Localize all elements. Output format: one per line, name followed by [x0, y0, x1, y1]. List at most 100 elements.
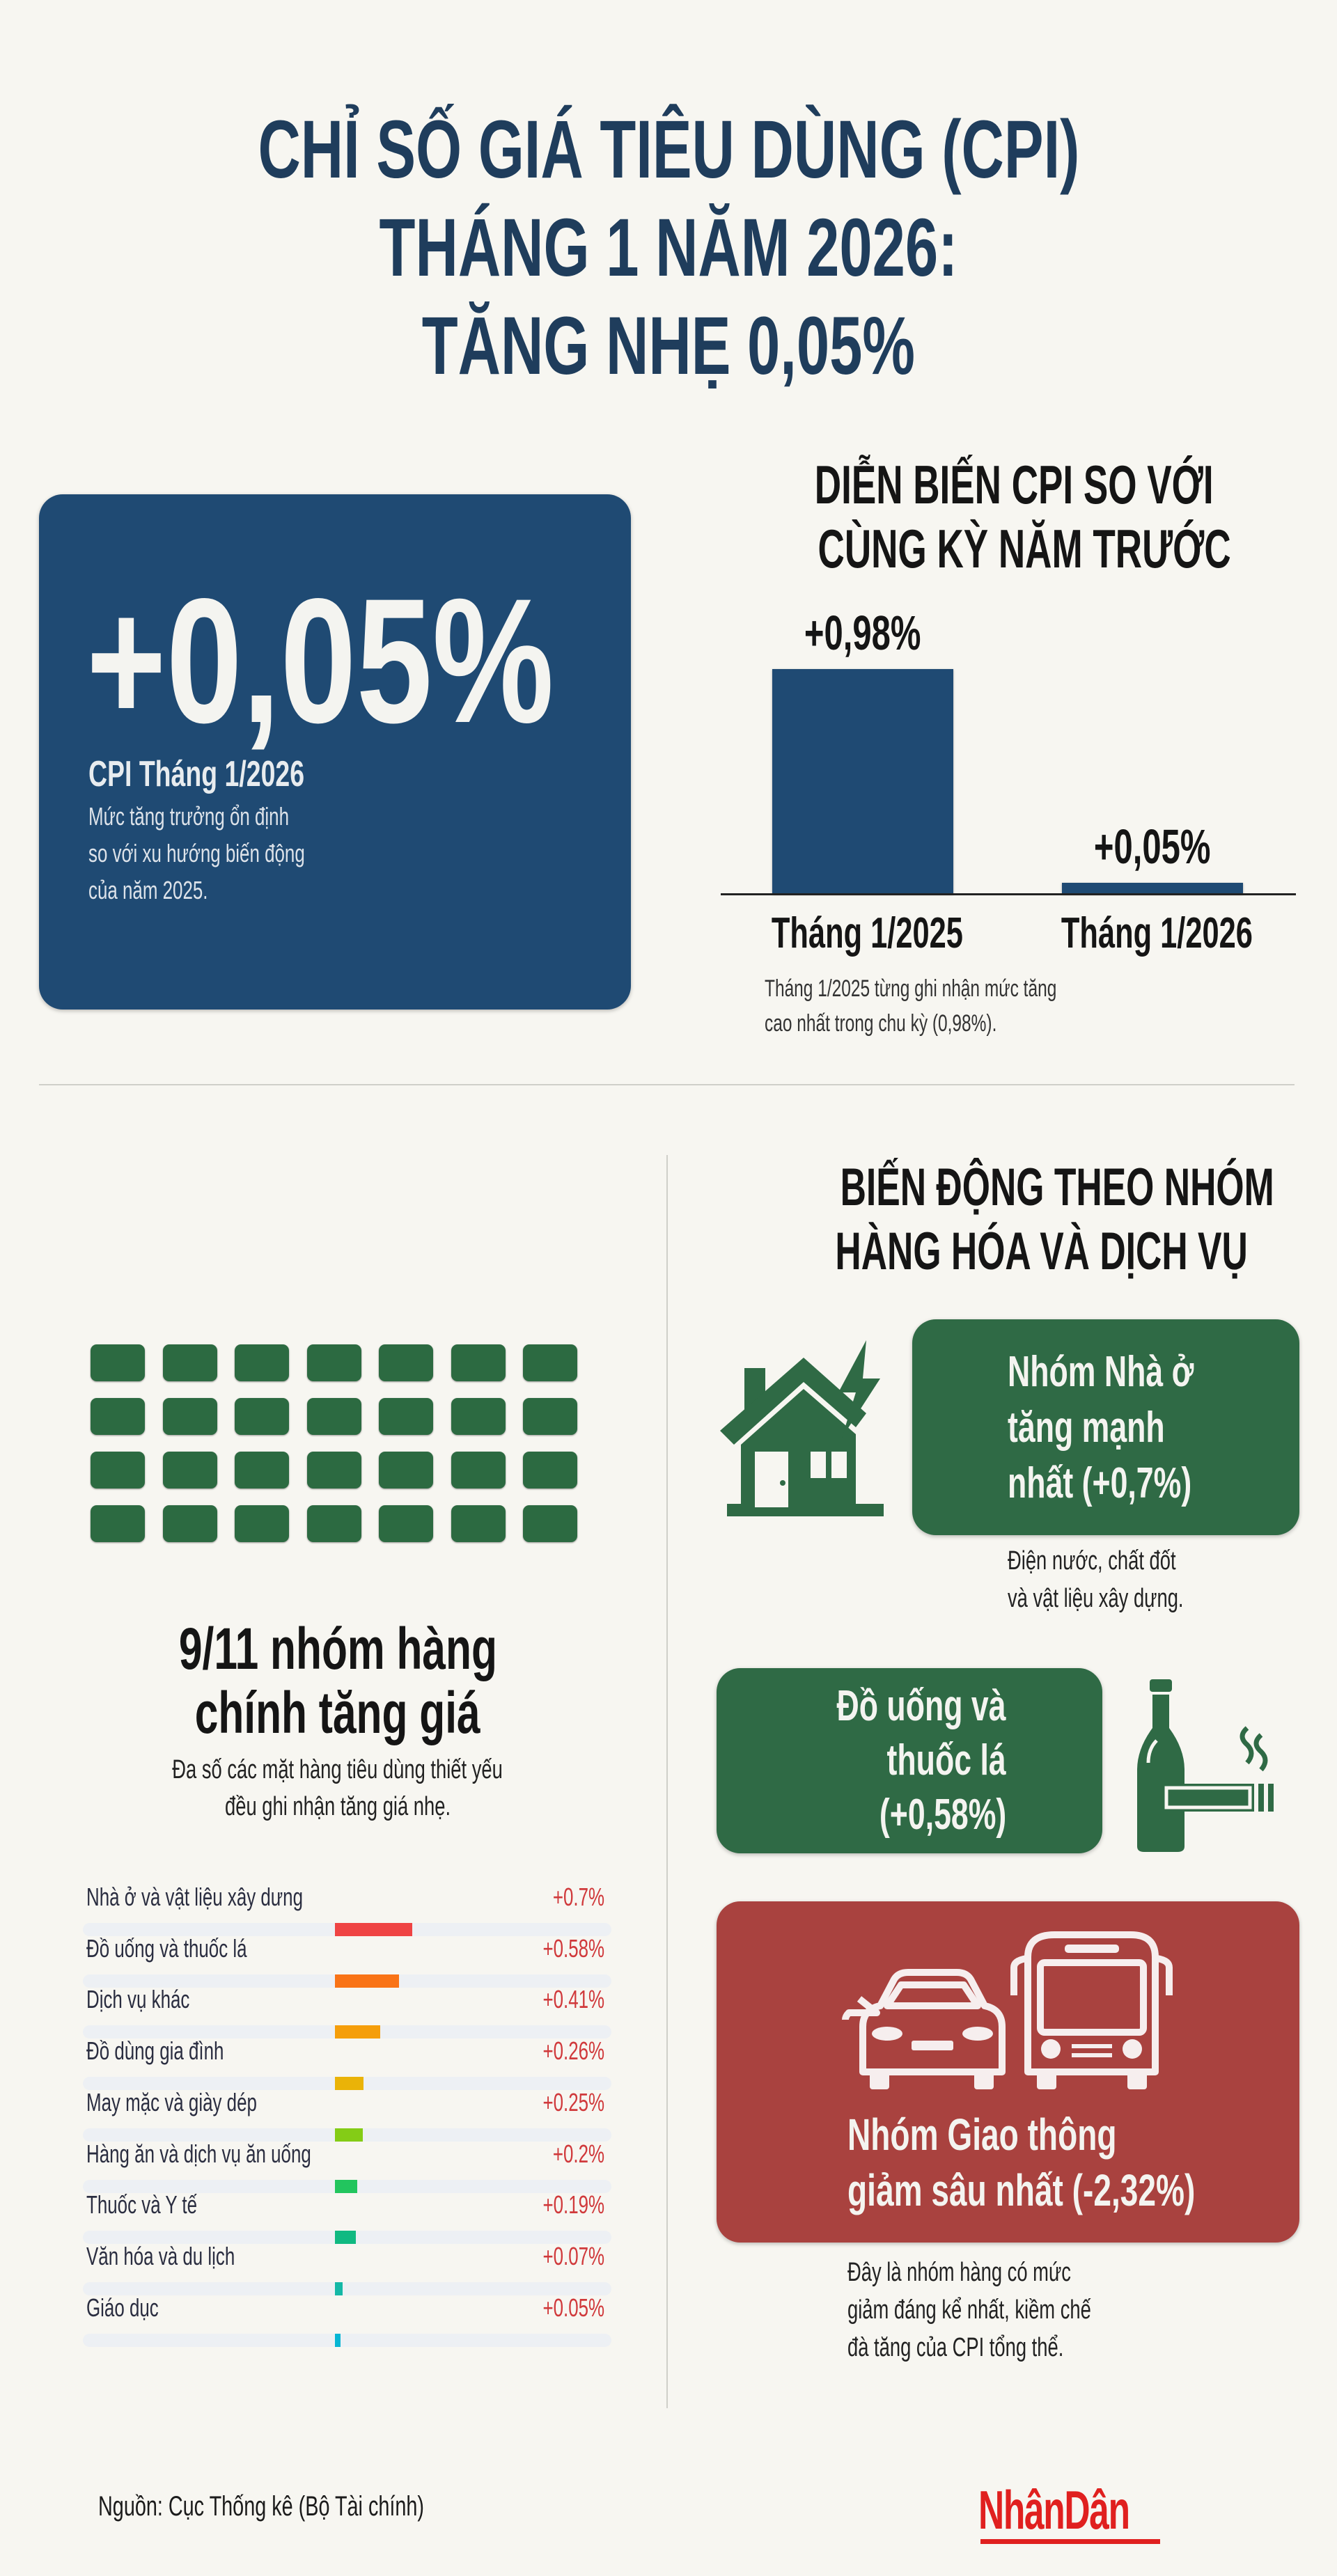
group-label: Đồ uống và thuốc lá — [86, 1933, 309, 1964]
grid-block — [523, 1505, 577, 1542]
group-bar — [335, 1923, 413, 1936]
page-title: CHỈ SỐ GIÁ TIÊU DÙNG (CPI) THÁNG 1 NĂM 2… — [257, 104, 1080, 392]
group-label: May mặc và giày dép — [86, 2087, 323, 2118]
group-label-text: Giáo dục — [86, 2293, 159, 2322]
grid-block — [379, 1505, 433, 1542]
group-value: +0.58% — [460, 1933, 604, 1964]
yoy-bar — [1062, 882, 1243, 894]
group-label: Dịch vụ khác — [86, 1984, 230, 2015]
grid-block — [451, 1452, 506, 1489]
group-bar — [335, 2231, 357, 2245]
group-label: Thuốc và Y tế — [86, 2190, 240, 2220]
grid-block — [306, 1344, 361, 1381]
groups-summary-desc: Đa số các mặt hàng tiêu dùng thiết yếu đ… — [172, 1755, 503, 1821]
group-value: +0.2% — [460, 2139, 604, 2169]
housing-card: Nhóm Nhà ở tăng mạnh nhất (+0,7%) — [912, 1319, 1299, 1535]
group-bar — [335, 2025, 381, 2039]
grid-block — [162, 1452, 217, 1489]
group-label-text: Văn hóa và du lịch — [86, 2241, 235, 2270]
group-label: Đồ dùng gia đình — [86, 2036, 277, 2066]
grid-block — [235, 1452, 289, 1489]
yoy-chart-title: DIỄN BIẾN CPI SO VỚI CÙNG KỲ NĂM TRƯỚC — [814, 454, 1231, 579]
group-value-text: +0.2% — [552, 2139, 604, 2168]
group-value: +0.05% — [460, 2293, 604, 2323]
group-value-text: +0.19% — [542, 2190, 604, 2220]
grid-block — [451, 1505, 506, 1542]
headline-description: Mức tăng trưởng ổn định so với xu hướng … — [88, 802, 305, 904]
section-divider — [39, 1084, 1295, 1085]
grid-block — [306, 1505, 361, 1542]
source-text: Nguồn: Cục Thống kê (Bộ Tài chính) — [98, 2491, 424, 2522]
grid-block — [162, 1398, 217, 1435]
group-label: Hàng ăn và dịch vụ ăn uống — [86, 2139, 398, 2169]
groups-summary-title: 9/11 nhóm hàng chính tăng giá — [178, 1616, 497, 1745]
grid-block — [91, 1505, 145, 1542]
group-label-text: Dịch vụ khác — [86, 1985, 190, 2014]
yoy-bar — [772, 668, 953, 894]
group-label: Văn hóa và du lịch — [86, 2241, 292, 2272]
group-value: +0.7% — [460, 1882, 604, 1913]
chart-baseline — [721, 893, 1296, 895]
headline-value: +0,05% — [86, 562, 554, 760]
group-value-text: +0.05% — [542, 2293, 604, 2322]
group-value-text: +0.58% — [542, 1933, 604, 1963]
group-bar — [335, 2333, 341, 2347]
car-bus-icon — [842, 1931, 1173, 2089]
transport-card: Nhóm Giao thông giảm sâu nhất (-2,32%) — [717, 1901, 1299, 2243]
group-label-text: Nhà ở và vật liệu xây dưng — [86, 1883, 303, 1911]
group-value-text: +0.07% — [542, 2241, 604, 2270]
grid-block — [379, 1398, 433, 1435]
yoy-data-label: +0,98% — [744, 605, 981, 661]
grid-block — [523, 1344, 577, 1381]
grid-block — [91, 1398, 145, 1435]
headline-label: CPI Tháng 1/2026 — [88, 754, 305, 794]
group-label: Giáo dục — [86, 2293, 187, 2323]
yoy-data-label: +0,05% — [1034, 819, 1271, 874]
group-label-text: May mặc và giày dép — [86, 2087, 257, 2116]
transport-note: Đây là nhóm hàng có mức giảm đáng kể nhấ… — [847, 2258, 1091, 2362]
nhandan-logo: NhânDân — [978, 2482, 1207, 2544]
yoy-category-label: Tháng 1/2025 — [730, 909, 995, 958]
grid-block — [162, 1505, 217, 1542]
yoy-data-label-text: +0,05% — [1094, 819, 1211, 874]
yoy-category-label: Tháng 1/2026 — [1020, 909, 1285, 958]
grid-block — [379, 1344, 433, 1381]
yoy-note: Tháng 1/2025 từng ghi nhận mức tăng cao … — [765, 975, 1057, 1037]
grid-block — [235, 1344, 289, 1381]
grid-block — [306, 1452, 361, 1489]
by-group-title: BIẾN ĐỘNG THEO NHÓM HÀNG HÓA VÀ DỊCH VỤ — [835, 1158, 1274, 1281]
group-label-text: Đồ uống và thuốc lá — [86, 1933, 247, 1963]
drinks-card: Đồ uống và thuốc lá (+0,58%) — [717, 1668, 1102, 1853]
housing-note: Điện nước, chất đốt và vật liệu xây dựng… — [1008, 1546, 1184, 1613]
group-bar — [335, 2128, 363, 2142]
grid-block — [451, 1344, 506, 1381]
group-value: +0.41% — [460, 1984, 604, 2015]
group-label-text: Hàng ăn và dịch vụ ăn uống — [86, 2139, 311, 2168]
grid-block — [306, 1398, 361, 1435]
grid-block — [162, 1344, 217, 1381]
yoy-category-label-text: Tháng 1/2025 — [771, 909, 963, 957]
group-label: Nhà ở và vật liệu xây dưng — [86, 1882, 387, 1913]
grid-block — [235, 1398, 289, 1435]
yoy-category-label-text: Tháng 1/2026 — [1061, 909, 1253, 957]
group-value: +0.19% — [460, 2190, 604, 2220]
headline-cpi-card: +0,05% CPI Tháng 1/2026 Mức tăng trưởng … — [39, 494, 631, 1010]
group-bar — [335, 2282, 343, 2295]
column-divider — [666, 1155, 668, 2408]
group-value: +0.07% — [460, 2241, 604, 2272]
group-bar-track — [83, 2333, 611, 2347]
group-value: +0.25% — [460, 2087, 604, 2118]
grid-block — [91, 1344, 145, 1381]
group-value-text: +0.25% — [542, 2087, 604, 2116]
grid-block — [235, 1505, 289, 1542]
group-bar — [335, 2077, 364, 2091]
grid-block — [523, 1452, 577, 1489]
group-bar — [335, 1974, 400, 1988]
group-value-text: +0.41% — [542, 1985, 604, 2014]
group-value: +0.26% — [460, 2036, 604, 2066]
group-label-text: Đồ dùng gia đình — [86, 2036, 224, 2066]
group-bar-track — [83, 2282, 611, 2295]
grid-block — [523, 1398, 577, 1435]
bottle-cigarette-icon — [1137, 1679, 1274, 1852]
grid-block — [451, 1398, 506, 1435]
